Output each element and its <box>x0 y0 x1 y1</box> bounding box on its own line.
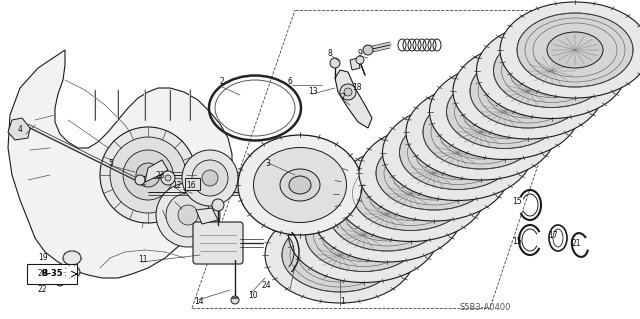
Text: 17: 17 <box>548 232 557 241</box>
Polygon shape <box>586 8 612 33</box>
Ellipse shape <box>423 95 539 169</box>
Circle shape <box>100 127 196 223</box>
Text: 5: 5 <box>108 159 113 167</box>
Ellipse shape <box>524 53 579 88</box>
Text: 14: 14 <box>194 298 204 307</box>
Text: 12: 12 <box>172 182 182 190</box>
Circle shape <box>56 278 64 286</box>
Circle shape <box>356 56 364 64</box>
Ellipse shape <box>63 251 81 265</box>
Polygon shape <box>350 58 360 70</box>
Ellipse shape <box>312 166 462 262</box>
Text: 23: 23 <box>155 170 164 180</box>
Text: 20: 20 <box>38 269 47 278</box>
Text: 2: 2 <box>220 78 225 86</box>
Text: S5B3-A0400: S5B3-A0400 <box>460 303 511 313</box>
Text: 7: 7 <box>340 93 345 101</box>
Text: 13: 13 <box>308 87 317 97</box>
Text: FR.: FR. <box>552 13 570 23</box>
Ellipse shape <box>500 2 640 98</box>
Ellipse shape <box>253 147 346 222</box>
FancyBboxPatch shape <box>193 222 243 264</box>
Ellipse shape <box>383 105 532 201</box>
Ellipse shape <box>335 145 486 241</box>
Text: 10: 10 <box>248 291 258 300</box>
Circle shape <box>192 160 228 196</box>
Text: 8: 8 <box>328 49 333 58</box>
Circle shape <box>123 150 173 200</box>
Ellipse shape <box>280 169 320 201</box>
Circle shape <box>344 88 352 96</box>
Ellipse shape <box>406 155 462 191</box>
Circle shape <box>110 137 186 213</box>
Text: 16: 16 <box>186 182 196 190</box>
Ellipse shape <box>477 23 627 118</box>
Polygon shape <box>335 70 372 128</box>
Text: 15: 15 <box>512 238 522 247</box>
Circle shape <box>161 171 175 185</box>
Polygon shape <box>8 50 232 278</box>
Ellipse shape <box>329 177 445 251</box>
Ellipse shape <box>335 217 392 253</box>
Ellipse shape <box>359 125 509 221</box>
Circle shape <box>363 45 373 55</box>
Text: 9: 9 <box>358 49 363 58</box>
Ellipse shape <box>383 175 438 211</box>
Text: B-35: B-35 <box>41 270 63 278</box>
Polygon shape <box>196 208 218 224</box>
Circle shape <box>182 150 238 206</box>
Ellipse shape <box>429 135 486 170</box>
Circle shape <box>135 175 145 185</box>
Circle shape <box>166 193 210 237</box>
Ellipse shape <box>447 75 563 149</box>
Text: 11: 11 <box>138 256 147 264</box>
Text: 18: 18 <box>352 84 362 93</box>
Circle shape <box>178 205 198 225</box>
Ellipse shape <box>238 135 362 235</box>
Text: 6: 6 <box>288 78 293 86</box>
Polygon shape <box>8 118 30 140</box>
Ellipse shape <box>265 207 415 303</box>
Ellipse shape <box>429 63 579 160</box>
Circle shape <box>202 170 218 186</box>
Ellipse shape <box>406 84 556 180</box>
Circle shape <box>330 58 340 68</box>
Ellipse shape <box>289 187 438 283</box>
Text: 15: 15 <box>512 197 522 206</box>
Text: 3: 3 <box>265 159 270 167</box>
Text: 24: 24 <box>262 280 271 290</box>
Ellipse shape <box>305 197 422 271</box>
Circle shape <box>136 163 160 187</box>
Circle shape <box>340 84 356 100</box>
Ellipse shape <box>289 176 311 194</box>
Ellipse shape <box>453 114 509 150</box>
Ellipse shape <box>359 196 415 232</box>
Ellipse shape <box>399 115 515 189</box>
Circle shape <box>231 296 239 304</box>
Text: 19: 19 <box>38 254 47 263</box>
Bar <box>185 178 200 190</box>
Ellipse shape <box>64 266 80 278</box>
Ellipse shape <box>470 54 586 128</box>
Circle shape <box>156 183 220 247</box>
FancyBboxPatch shape <box>27 264 77 284</box>
Text: 22: 22 <box>38 286 47 294</box>
Ellipse shape <box>493 33 609 108</box>
Text: 1: 1 <box>340 298 345 307</box>
Ellipse shape <box>312 237 368 273</box>
Ellipse shape <box>547 32 603 68</box>
Ellipse shape <box>500 73 556 109</box>
Ellipse shape <box>517 13 633 87</box>
Polygon shape <box>145 160 168 182</box>
Ellipse shape <box>282 218 398 292</box>
Text: 4: 4 <box>18 125 23 135</box>
Circle shape <box>212 199 224 211</box>
Ellipse shape <box>376 136 492 210</box>
Ellipse shape <box>453 43 603 139</box>
Ellipse shape <box>477 93 532 130</box>
Circle shape <box>165 175 171 181</box>
Ellipse shape <box>353 157 468 231</box>
Text: 21: 21 <box>572 239 582 248</box>
